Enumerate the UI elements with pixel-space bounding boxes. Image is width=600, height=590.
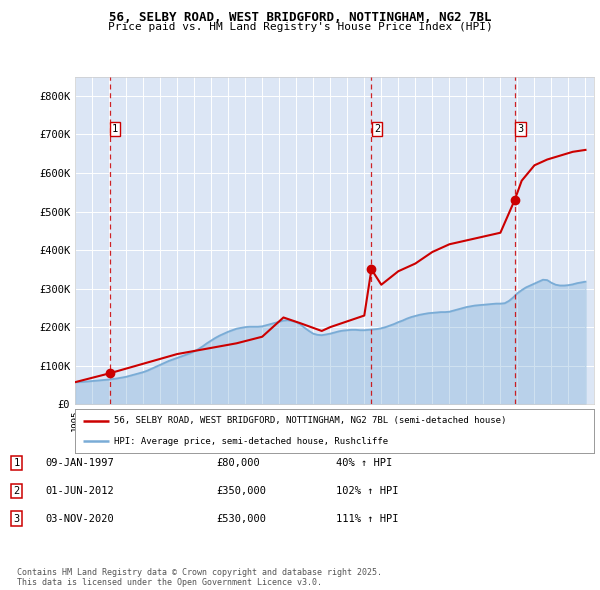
Text: 56, SELBY ROAD, WEST BRIDGFORD, NOTTINGHAM, NG2 7BL: 56, SELBY ROAD, WEST BRIDGFORD, NOTTINGH… bbox=[109, 11, 491, 24]
Text: £530,000: £530,000 bbox=[216, 514, 266, 523]
Text: 1: 1 bbox=[14, 458, 20, 468]
Text: 1: 1 bbox=[112, 124, 118, 134]
Text: 40% ↑ HPI: 40% ↑ HPI bbox=[336, 458, 392, 468]
Text: 03-NOV-2020: 03-NOV-2020 bbox=[45, 514, 114, 523]
Text: HPI: Average price, semi-detached house, Rushcliffe: HPI: Average price, semi-detached house,… bbox=[114, 437, 388, 445]
Text: 111% ↑ HPI: 111% ↑ HPI bbox=[336, 514, 398, 523]
Text: 09-JAN-1997: 09-JAN-1997 bbox=[45, 458, 114, 468]
Text: 2: 2 bbox=[14, 486, 20, 496]
Text: 3: 3 bbox=[14, 514, 20, 523]
Text: Contains HM Land Registry data © Crown copyright and database right 2025.
This d: Contains HM Land Registry data © Crown c… bbox=[17, 568, 382, 587]
Text: 56, SELBY ROAD, WEST BRIDGFORD, NOTTINGHAM, NG2 7BL (semi-detached house): 56, SELBY ROAD, WEST BRIDGFORD, NOTTINGH… bbox=[114, 417, 506, 425]
Text: Price paid vs. HM Land Registry's House Price Index (HPI): Price paid vs. HM Land Registry's House … bbox=[107, 22, 493, 32]
Text: 102% ↑ HPI: 102% ↑ HPI bbox=[336, 486, 398, 496]
Text: £350,000: £350,000 bbox=[216, 486, 266, 496]
Text: 2: 2 bbox=[374, 124, 380, 134]
Text: £80,000: £80,000 bbox=[216, 458, 260, 468]
Text: 3: 3 bbox=[517, 124, 524, 134]
Text: 01-JUN-2012: 01-JUN-2012 bbox=[45, 486, 114, 496]
